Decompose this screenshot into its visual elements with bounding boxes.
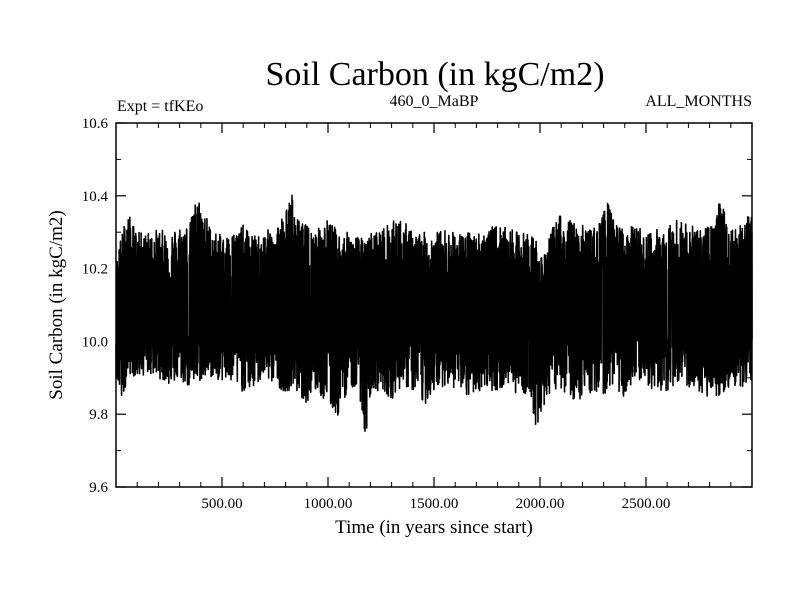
y-tick-label: 10.2: [82, 262, 108, 278]
soil-carbon-series-line: [115, 194, 753, 432]
experiment-label: Expt = tfKEo: [117, 98, 203, 115]
x-axis-label: Time (in years since start): [335, 517, 533, 538]
axes: 500.00 1000.00 1500.00 2000.00 2500.00 9.6 9.8…: [82, 116, 752, 512]
y-tick-label: 9.6: [89, 480, 108, 496]
x-tick-label: 1500.00: [410, 496, 459, 512]
y-tick-label: 10.6: [82, 116, 109, 132]
y-tick-label: 10.4: [82, 189, 109, 205]
x-tick-label: 500.00: [201, 496, 242, 512]
plot-frame: [115, 122, 753, 488]
x-tick-label: 2000.00: [516, 496, 565, 512]
x-tick-label: 2500.00: [622, 496, 671, 512]
y-axis-label: Soil Carbon (in kgC/m2): [46, 210, 67, 399]
months-label: ALL_MONTHS: [645, 93, 752, 110]
x-tick-label: 1000.00: [304, 496, 353, 512]
data-series: [115, 194, 753, 432]
y-tick-label: 10.0: [82, 334, 108, 350]
period-label: 460_0_MaBP: [390, 93, 479, 110]
y-tick-label: 9.8: [89, 407, 108, 423]
chart-title: Soil Carbon (in kgC/m2): [265, 56, 604, 93]
